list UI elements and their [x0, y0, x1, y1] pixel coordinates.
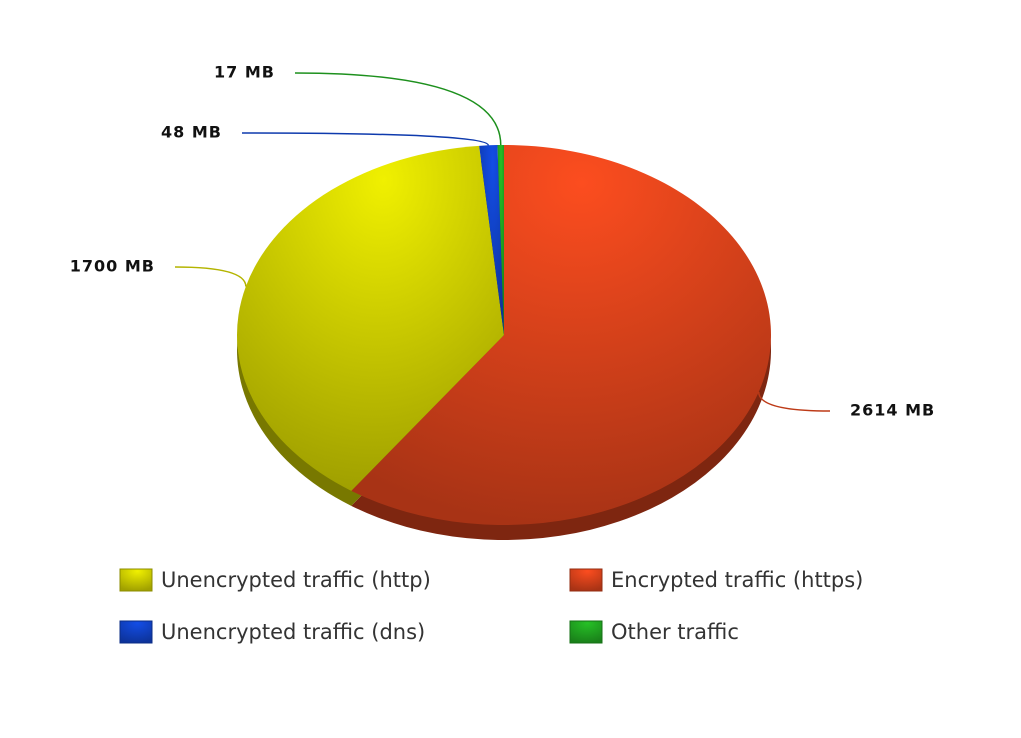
legend-swatch [569, 620, 603, 644]
leader-line [174, 266, 247, 287]
leader-line [241, 132, 490, 146]
slice [479, 145, 504, 335]
value-label: 48 MB [161, 123, 222, 142]
slice [236, 145, 504, 491]
value-label: 1700 MB [70, 257, 155, 276]
value-label: 17 MB [214, 63, 275, 82]
leader-line [294, 72, 502, 146]
legend-label: Encrypted traffic (https) [611, 568, 863, 592]
legend-label: Unencrypted traffic (http) [161, 568, 431, 592]
slice [351, 145, 771, 525]
legend-swatch [119, 568, 153, 592]
legend-label: Other traffic [611, 620, 739, 644]
legend-label: Unencrypted traffic (dns) [161, 620, 425, 644]
leader-line [757, 391, 831, 412]
legend-swatch [569, 568, 603, 592]
slice [497, 145, 504, 335]
legend-swatch [119, 620, 153, 644]
value-label: 2614 MB [850, 401, 935, 420]
